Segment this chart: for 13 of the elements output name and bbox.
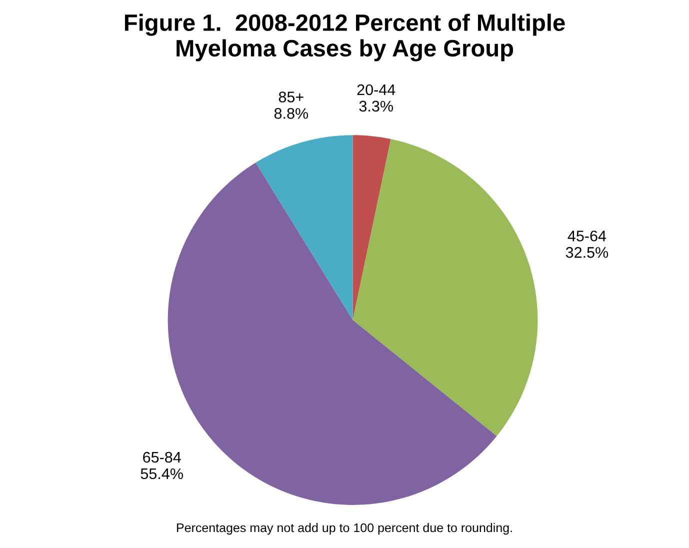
slice-label: 85+	[278, 92, 304, 102]
data-label: 55.4%	[140, 468, 183, 480]
data-label: 8.8%	[274, 108, 308, 119]
data-label: 32.5%	[566, 247, 608, 258]
slice-label: 20-44	[357, 84, 396, 96]
text: Percentages may not add up to 100 percent due to rounding.	[177, 522, 512, 535]
slice-label: 45-64	[568, 230, 606, 242]
chart-title: Figure 1. 2008-2012 Percent of Multiple Myeloma Cases by Age Group	[124, 14, 565, 62]
pie-slice	[352, 135, 391, 320]
pie-slice	[352, 139, 538, 436]
slice-label: 65-84	[143, 452, 181, 463]
pie-slice	[256, 135, 353, 320]
data-label: 3.3%	[359, 100, 393, 112]
